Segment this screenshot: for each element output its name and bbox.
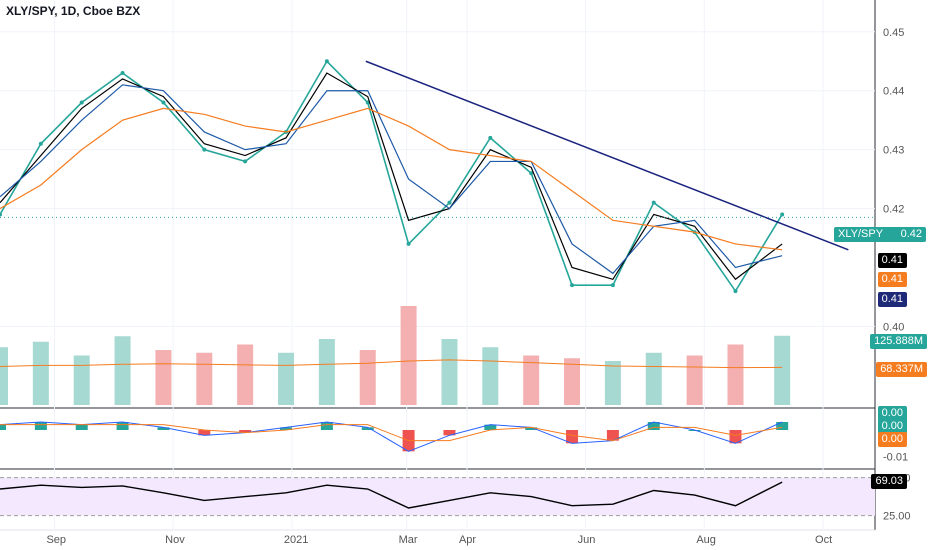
macd-histogram-bar: [116, 422, 129, 430]
price-series: [0, 59, 875, 294]
macd-histogram-bar: [75, 424, 88, 430]
macd-histogram-bar: [157, 427, 170, 430]
price-point: [447, 200, 452, 205]
volume-badge: 125.888M: [870, 334, 927, 349]
price-point: [610, 283, 615, 288]
volume-bar: [114, 336, 131, 405]
ma-slow-badge: 0.41: [877, 272, 907, 287]
macd-histogram-bar: [606, 430, 619, 441]
volume-bar: [727, 344, 744, 405]
time-tick-label: Aug: [696, 534, 716, 546]
macd-histogram-bar: [361, 427, 374, 430]
macd-histogram-bar: [239, 430, 252, 433]
time-tick-label: Nov: [165, 534, 185, 546]
macd-histogram-bar: [320, 422, 333, 430]
rsi-pane: [0, 477, 875, 517]
macd-histogram-bar: [729, 430, 742, 444]
price-point: [570, 283, 575, 288]
price-tick-label: 0.45: [883, 27, 904, 39]
volume-bar: [0, 347, 8, 405]
series-ma-mid: [0, 84, 783, 275]
series-ma-slow: [0, 107, 783, 251]
time-tick-label: Mar: [399, 534, 418, 546]
price-point: [161, 100, 166, 105]
price-tick-label: 0.42: [883, 204, 904, 216]
macd-signal-line: [0, 424, 783, 442]
price-point: [324, 59, 329, 64]
volume-bar: [278, 352, 295, 405]
price-tick-label: 0.44: [883, 86, 904, 98]
volume-bar: [73, 355, 90, 405]
price-point: [79, 100, 84, 105]
macd-histogram-bar: [776, 422, 789, 430]
volume-bar: [32, 341, 49, 405]
symbol-value: 0.42: [900, 228, 922, 240]
price-point: [38, 141, 43, 146]
volume-bar: [318, 339, 335, 405]
gridlines: [0, 0, 876, 531]
macd-histogram-bar: [34, 422, 47, 430]
volume-ma-badge: 68.337M: [876, 362, 927, 377]
ma-mid-badge: 0.41: [877, 292, 907, 307]
volume-bar: [645, 352, 662, 405]
macd-badge-2: 0.00: [877, 419, 907, 434]
time-tick-label: Apr: [459, 534, 476, 546]
rsi-badge: 69.03: [871, 474, 907, 489]
price-point: [780, 212, 785, 217]
volume-bar: [441, 339, 458, 405]
volume-bar: [359, 350, 376, 405]
macd-line: [0, 421, 783, 452]
trendline: [365, 60, 849, 251]
series-ma-fast: [0, 72, 783, 281]
series-xly-spy: [0, 59, 783, 293]
volume-bar: [400, 306, 417, 405]
price-point: [529, 171, 534, 176]
macd-histogram-bar: [566, 430, 579, 444]
price-point: [488, 135, 493, 140]
time-tick-label: Oct: [815, 534, 832, 546]
time-tick-label: 2021: [284, 534, 308, 546]
volume-bar: [523, 355, 540, 405]
time-tick-label: Sep: [46, 534, 66, 546]
volume-bar: [482, 347, 499, 405]
price-point: [406, 241, 411, 246]
price-point: [202, 147, 207, 152]
macd-badge-3: 0.00: [877, 432, 907, 447]
rsi-band: [0, 477, 875, 516]
macd-pane: [0, 421, 789, 452]
volume-ma-line: [0, 359, 783, 369]
volume-bars: [0, 306, 791, 405]
time-tick-label: Jun: [578, 534, 596, 546]
volume-bar: [196, 352, 213, 405]
volume-bar: [564, 358, 581, 405]
price-point: [0, 212, 2, 217]
chart-title: XLY/SPY, 1D, Cboe BZX: [6, 4, 141, 18]
price-tick-label: 0.40: [883, 321, 904, 333]
volume-bar: [155, 350, 172, 405]
volume-bar: [604, 361, 621, 405]
macd-tick-label: -0.01: [883, 452, 908, 464]
symbol-label: XLY/SPY: [838, 228, 884, 240]
rsi-tick-label: 25.00: [883, 511, 911, 523]
macd-histogram-bar: [0, 424, 6, 430]
volume-bar: [237, 344, 254, 405]
volume-bar: [774, 335, 791, 405]
macd-histogram-bar: [443, 430, 456, 436]
macd-histogram-bar: [484, 424, 497, 430]
price-point: [651, 200, 656, 205]
macd-badge-1: 0.00: [877, 406, 907, 421]
rsi-line: [0, 481, 783, 509]
price-tick-label: 0.43: [883, 145, 904, 157]
price-point: [733, 289, 738, 294]
price-point: [243, 159, 248, 164]
volume-bar: [686, 355, 703, 405]
symbol-price-badge: XLY/SPY 0.42: [834, 227, 926, 242]
ma-fast-badge: 0.41: [877, 253, 907, 268]
macd-histogram-bar: [280, 427, 293, 430]
macd-histogram-bar: [647, 422, 660, 430]
macd-histogram-bar: [198, 430, 211, 436]
macd-histogram-bar: [525, 427, 538, 430]
price-point: [120, 71, 125, 76]
